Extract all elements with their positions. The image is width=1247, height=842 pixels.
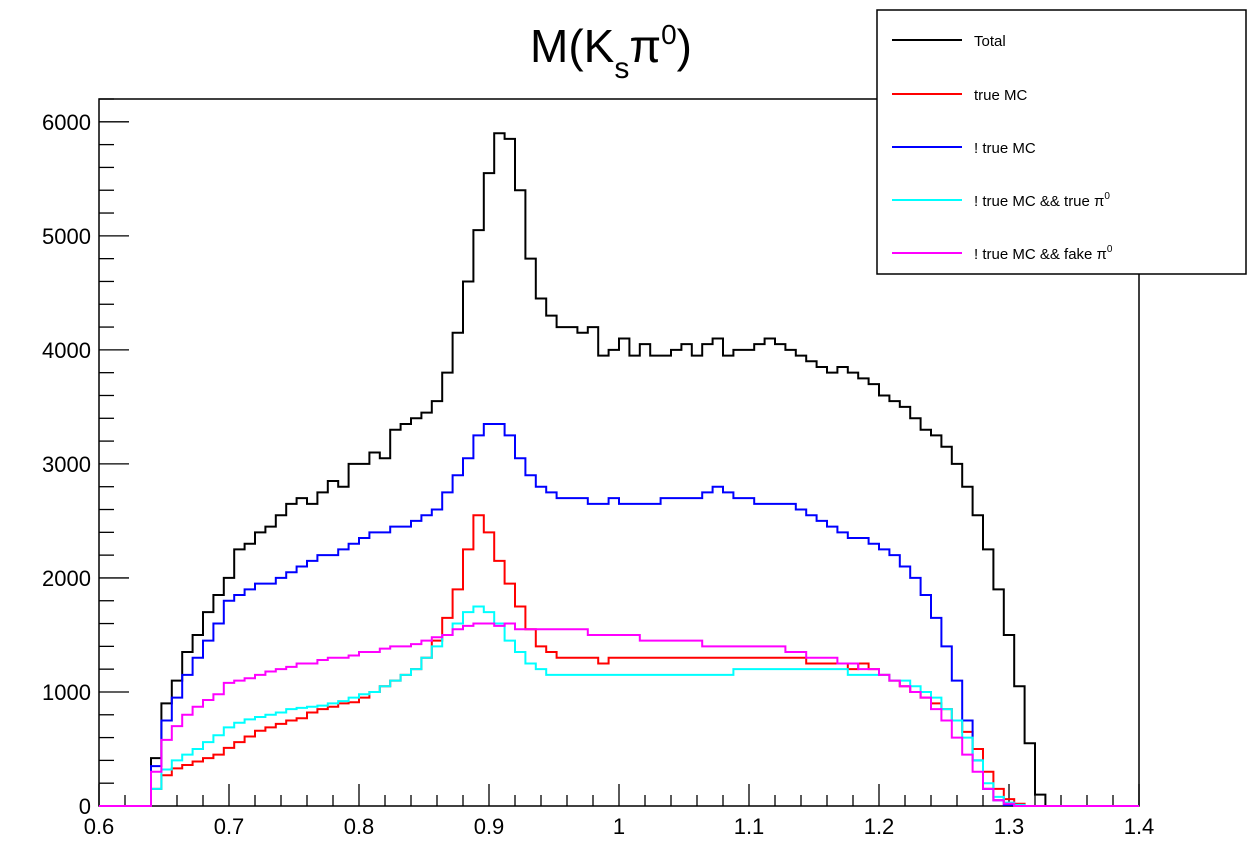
chart-title-close: ) bbox=[677, 20, 692, 72]
x-tick-label: 1.3 bbox=[994, 814, 1025, 839]
series-line-4 bbox=[99, 622, 1139, 807]
x-tick-label: 0.6 bbox=[84, 814, 115, 839]
chart-title: M(Ksπ0) bbox=[530, 19, 692, 85]
y-tick-label: 2000 bbox=[42, 566, 91, 591]
series-line-3 bbox=[99, 605, 1139, 807]
x-tick-label: 1 bbox=[613, 814, 625, 839]
legend-label-2: ! true MC bbox=[974, 140, 1036, 157]
y-tick-label: 4000 bbox=[42, 338, 91, 363]
chart-title-main: M(K bbox=[530, 20, 615, 72]
legend-label-1: true MC bbox=[974, 87, 1028, 104]
x-tick-label: 1.2 bbox=[864, 814, 895, 839]
y-tick-label: 0 bbox=[79, 794, 91, 819]
chart-title-pi: π bbox=[629, 20, 661, 72]
x-tick-label: 1.4 bbox=[1124, 814, 1155, 839]
legend-label-4: ! true MC && fake π0 bbox=[974, 244, 1113, 263]
y-tick-label: 1000 bbox=[42, 680, 91, 705]
x-tick-label: 1.1 bbox=[734, 814, 765, 839]
axes: 0.6 0.7 0.8 0.9 1 1.1 1.2 1.3 1.4 0 1000 2000 3000 40… bbox=[42, 98, 1155, 839]
series-line-0 bbox=[99, 132, 1139, 807]
legend-box bbox=[876, 9, 1247, 275]
chart-title-sub: s bbox=[614, 52, 629, 85]
y-tick-label: 6000 bbox=[42, 110, 91, 135]
x-tick-label: 0.9 bbox=[474, 814, 505, 839]
x-tick-label: 0.7 bbox=[214, 814, 245, 839]
legend-label-3: ! true MC && true π0 bbox=[974, 191, 1110, 210]
y-tick-label: 3000 bbox=[42, 452, 91, 477]
y-tick-label: 5000 bbox=[42, 224, 91, 249]
series-line-2 bbox=[99, 422, 1139, 807]
legend: Total true MC ! true MC ! true MC && true π… bbox=[876, 9, 1247, 275]
legend-label-0: Total bbox=[974, 33, 1006, 50]
chart-title-sup: 0 bbox=[661, 19, 677, 50]
series-group bbox=[99, 132, 1139, 807]
x-tick-label: 0.8 bbox=[344, 814, 375, 839]
